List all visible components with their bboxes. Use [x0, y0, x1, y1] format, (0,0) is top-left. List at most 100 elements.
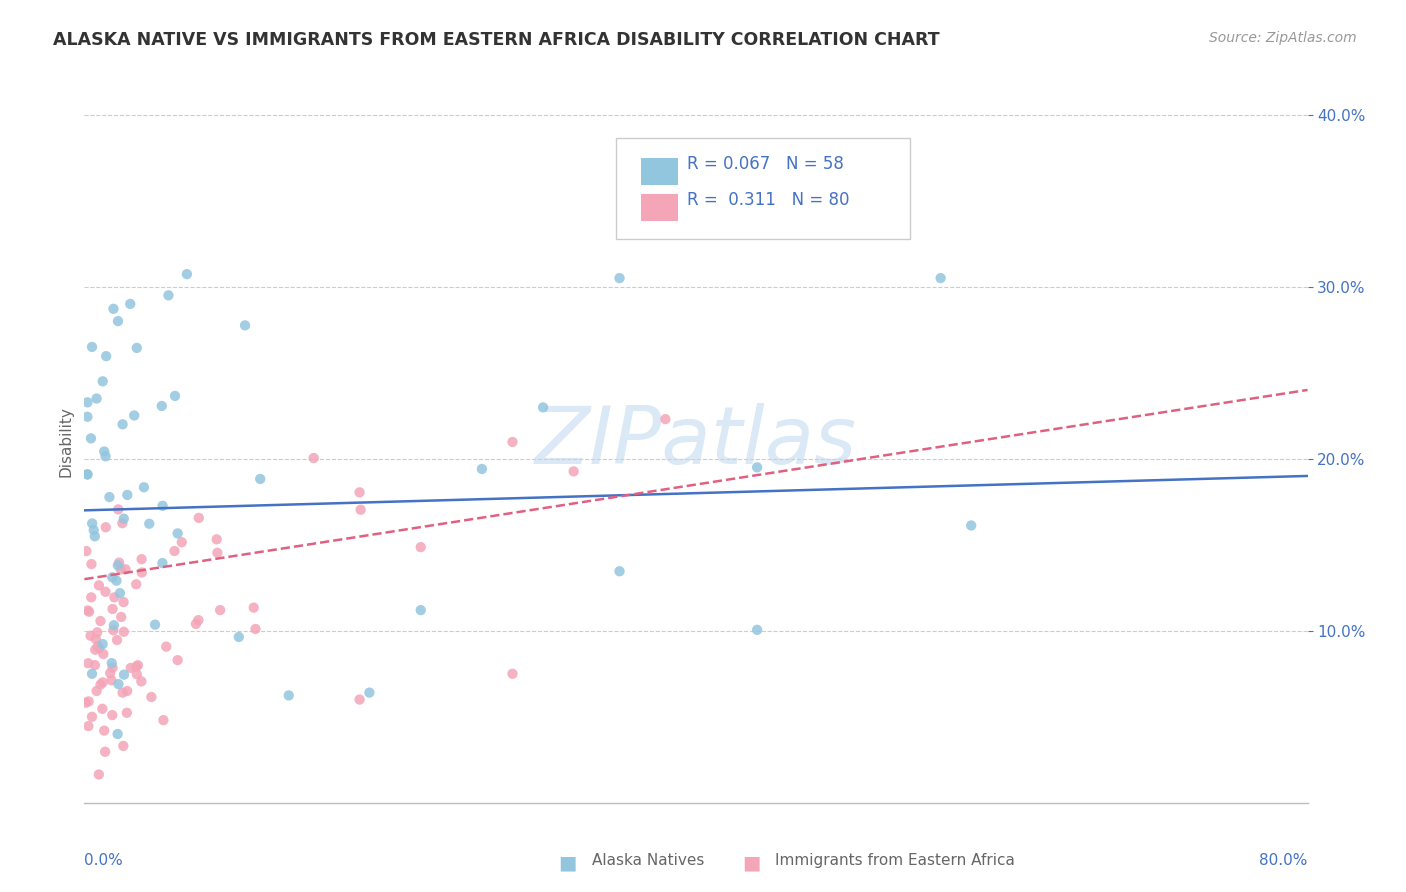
- Point: [101, 602, 124, 616]
- Point: [122, 409, 145, 423]
- Point: [93, 723, 115, 738]
- Point: [83, 523, 105, 537]
- Point: [131, 674, 153, 689]
- Point: [76, 409, 98, 424]
- Point: [187, 511, 209, 525]
- Point: [249, 472, 271, 486]
- Point: [91, 647, 114, 661]
- Point: [101, 708, 124, 723]
- Point: [111, 686, 134, 700]
- Point: [125, 659, 148, 673]
- Point: [83, 529, 105, 543]
- Point: [110, 610, 132, 624]
- Point: [120, 661, 142, 675]
- Point: [94, 450, 117, 464]
- Point: [75, 544, 97, 558]
- Point: [89, 614, 111, 628]
- Point: [112, 624, 135, 639]
- Point: [77, 694, 100, 708]
- Point: [94, 584, 117, 599]
- Point: [76, 395, 98, 409]
- Point: [77, 657, 100, 671]
- Point: [152, 713, 174, 727]
- Point: [103, 301, 125, 316]
- Point: [79, 629, 101, 643]
- Point: [111, 417, 134, 432]
- Point: [93, 444, 115, 458]
- Point: [125, 577, 148, 591]
- Text: ■: ■: [558, 854, 576, 872]
- Point: [502, 666, 524, 681]
- Point: [107, 502, 129, 516]
- Point: [89, 677, 111, 691]
- Point: [114, 562, 136, 576]
- Point: [105, 633, 128, 648]
- Point: [115, 684, 138, 698]
- Point: [80, 591, 103, 605]
- Point: [112, 739, 135, 753]
- Point: [157, 288, 180, 302]
- Point: [112, 595, 135, 609]
- Point: [245, 622, 267, 636]
- Point: [228, 630, 250, 644]
- Point: [108, 586, 131, 600]
- Y-axis label: Disability: Disability: [58, 406, 73, 477]
- Point: [75, 696, 97, 710]
- Point: [120, 297, 142, 311]
- Point: [103, 624, 125, 638]
- Point: [100, 673, 122, 688]
- Point: [107, 727, 129, 741]
- Point: [184, 616, 207, 631]
- Point: [107, 314, 129, 328]
- Point: [91, 702, 114, 716]
- Text: 80.0%: 80.0%: [1260, 854, 1308, 869]
- Point: [94, 520, 117, 534]
- Point: [929, 271, 952, 285]
- Point: [80, 431, 103, 445]
- Point: [108, 556, 131, 570]
- Bar: [641, 158, 678, 185]
- Point: [242, 600, 264, 615]
- Point: [349, 485, 371, 500]
- Point: [117, 488, 139, 502]
- Point: [609, 564, 631, 578]
- Point: [87, 767, 110, 781]
- Point: [86, 625, 108, 640]
- Point: [654, 412, 676, 426]
- Point: [302, 450, 325, 465]
- Point: [960, 518, 983, 533]
- Point: [409, 603, 432, 617]
- Point: [233, 318, 256, 333]
- Point: [409, 540, 432, 554]
- Point: [103, 591, 125, 605]
- Text: R = 0.067   N = 58: R = 0.067 N = 58: [688, 154, 844, 173]
- Point: [77, 605, 100, 619]
- Point: [98, 490, 121, 504]
- Point: [80, 340, 103, 354]
- Point: [89, 641, 111, 656]
- Point: [80, 666, 103, 681]
- Point: [107, 558, 129, 573]
- Point: [471, 462, 494, 476]
- Point: [747, 460, 769, 475]
- Point: [166, 526, 188, 541]
- Text: Immigrants from Eastern Africa: Immigrants from Eastern Africa: [776, 854, 1015, 869]
- Point: [84, 642, 107, 657]
- Point: [143, 617, 166, 632]
- Point: [349, 502, 371, 516]
- Point: [132, 480, 155, 494]
- Text: R =  0.311   N = 80: R = 0.311 N = 80: [688, 191, 849, 209]
- Text: ■: ■: [742, 854, 761, 872]
- Point: [100, 656, 122, 670]
- Point: [112, 667, 135, 681]
- Point: [187, 613, 209, 627]
- Bar: [641, 194, 678, 221]
- Point: [80, 710, 103, 724]
- Point: [112, 511, 135, 525]
- Point: [349, 692, 371, 706]
- Point: [359, 685, 381, 699]
- Text: ZIPatlas: ZIPatlas: [534, 402, 858, 481]
- Point: [111, 516, 134, 531]
- Point: [127, 658, 149, 673]
- Point: [205, 533, 228, 547]
